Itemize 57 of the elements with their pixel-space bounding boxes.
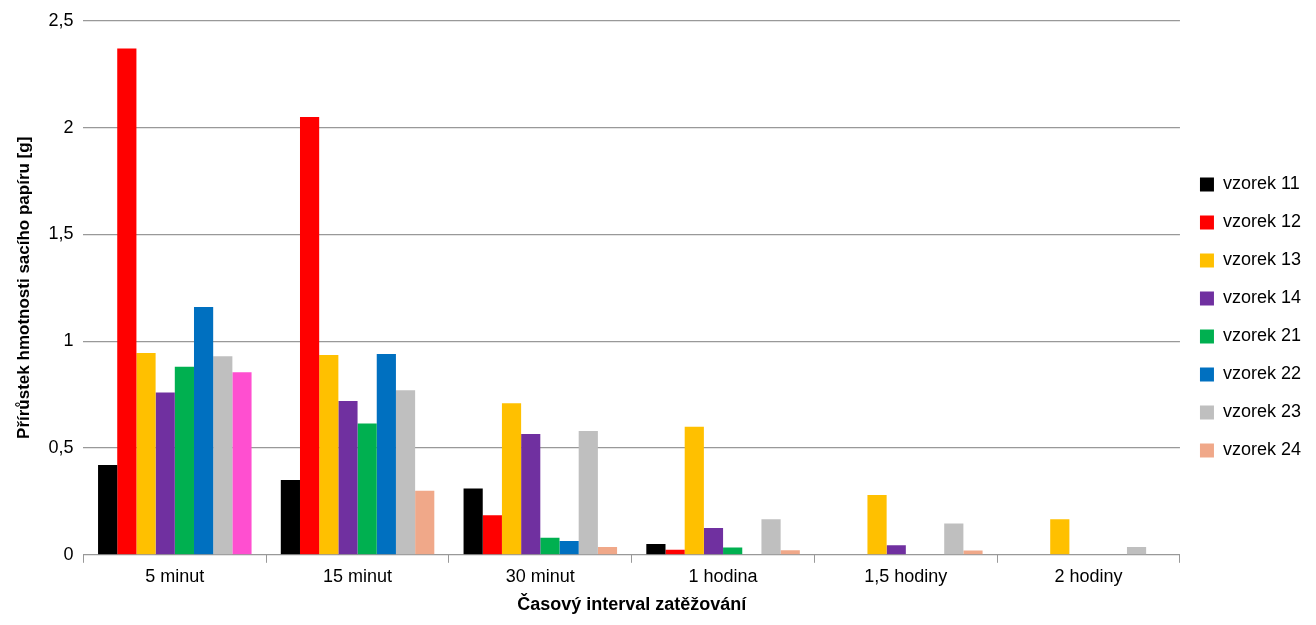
bar xyxy=(338,401,358,555)
bar xyxy=(578,430,598,555)
bar xyxy=(357,423,377,555)
bar xyxy=(867,494,887,555)
bar xyxy=(501,403,522,555)
x-tick-label: 1 hodina xyxy=(688,565,759,586)
bar xyxy=(136,352,156,555)
bar xyxy=(155,392,175,555)
x-axis-title: Časový interval zatěžování xyxy=(517,593,748,615)
x-tick-label: 1,5 hodiny xyxy=(864,565,948,586)
bar xyxy=(299,116,320,555)
bar xyxy=(213,356,233,555)
legend-label: vzorek 13 xyxy=(1222,249,1302,270)
legend-label: vzorek 12 xyxy=(1222,211,1302,232)
bar xyxy=(646,544,666,555)
bar xyxy=(376,354,396,555)
legend-label: vzorek 24 xyxy=(1222,439,1302,460)
bar xyxy=(944,523,964,555)
y-tick-label: 0,5 xyxy=(48,436,74,457)
bar xyxy=(193,307,214,555)
bar xyxy=(117,48,137,555)
bar xyxy=(761,519,781,555)
bar xyxy=(319,355,339,555)
bar xyxy=(703,528,724,555)
bar xyxy=(559,540,579,555)
bar xyxy=(886,545,906,555)
y-tick-label: 0 xyxy=(63,543,74,564)
y-tick-label: 1,5 xyxy=(48,223,74,244)
y-axis-title: Přírůstek hmotnosti sacího papíru [g] xyxy=(13,136,33,439)
legend-label: vzorek 21 xyxy=(1222,325,1302,346)
x-tick-label: 15 minut xyxy=(323,565,393,586)
x-tick-label: 30 minut xyxy=(505,565,575,586)
bar xyxy=(521,434,541,555)
bar xyxy=(540,537,560,555)
bar xyxy=(463,488,483,555)
legend-label: vzorek 11 xyxy=(1222,173,1300,194)
x-tick-label: 2 hodiny xyxy=(1054,565,1123,586)
bar xyxy=(1050,519,1070,555)
bar xyxy=(723,547,743,555)
y-tick-label: 2,5 xyxy=(48,9,74,30)
bar xyxy=(684,426,704,555)
bar xyxy=(174,366,194,555)
bar xyxy=(395,390,416,555)
bar xyxy=(98,465,118,555)
bar xyxy=(232,372,252,555)
y-tick-label: 2 xyxy=(63,116,74,137)
bar xyxy=(597,547,618,555)
bar xyxy=(415,490,435,555)
legend-label: vzorek 23 xyxy=(1222,401,1302,422)
legend-label: vzorek 22 xyxy=(1222,363,1302,384)
legend-label: vzorek 14 xyxy=(1222,287,1302,308)
bar xyxy=(1126,547,1147,555)
bar xyxy=(482,515,502,555)
y-tick-label: 1 xyxy=(63,330,74,351)
bar xyxy=(280,480,300,555)
x-tick-label: 5 minut xyxy=(145,565,205,586)
bar xyxy=(780,550,800,555)
